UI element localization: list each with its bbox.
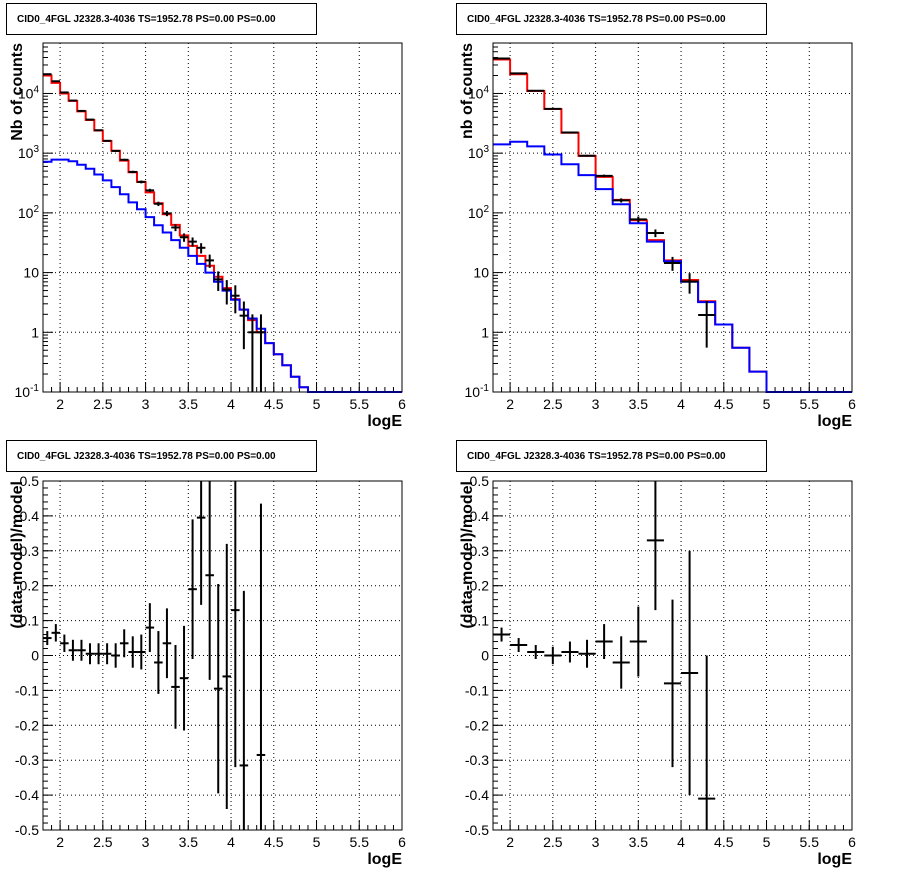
x-tick-label: 2 bbox=[56, 834, 64, 850]
x-tick-label: 6 bbox=[848, 834, 856, 850]
x-tick-label: 2.5 bbox=[93, 834, 113, 850]
x-tick-label: 3.5 bbox=[179, 834, 199, 850]
x-tick-label: 3.5 bbox=[179, 396, 199, 412]
x-axis-label: logE bbox=[817, 851, 852, 868]
y-tick-label: 0.3 bbox=[20, 543, 40, 559]
y-tick-label: 103 bbox=[468, 144, 490, 161]
y-tick-label: -0.4 bbox=[15, 787, 39, 803]
grid-lines bbox=[43, 43, 402, 392]
grid-lines bbox=[493, 43, 852, 392]
y-tick-label: 0 bbox=[31, 648, 39, 664]
y-axis-label: (data-model)/model bbox=[459, 481, 476, 629]
y-tick-label: 0.5 bbox=[20, 473, 40, 489]
x-tick-label: 5 bbox=[313, 834, 321, 850]
x-tick-label: 4.5 bbox=[714, 834, 734, 850]
x-tick-label: 3 bbox=[592, 396, 600, 412]
x-tick-label: 4 bbox=[227, 396, 235, 412]
x-tick-label: 5.5 bbox=[350, 396, 370, 412]
x-tick-label: 3 bbox=[592, 834, 600, 850]
x-tick-label: 3 bbox=[142, 396, 150, 412]
x-tick-label: 3.5 bbox=[629, 834, 649, 850]
x-tick-label: 5.5 bbox=[350, 834, 370, 850]
x-tick-label: 5 bbox=[763, 396, 771, 412]
x-tick-label: 5.5 bbox=[800, 396, 820, 412]
x-tick-label: 2 bbox=[56, 396, 64, 412]
x-tick-label: 5.5 bbox=[800, 834, 820, 850]
x-tick-label: 4.5 bbox=[264, 834, 284, 850]
model-total-line bbox=[43, 74, 402, 393]
y-axis-label: Nb of counts bbox=[9, 43, 26, 141]
y-tick-label: 10-1 bbox=[465, 383, 490, 400]
x-tick-label: 4.5 bbox=[264, 396, 284, 412]
y-tick-label: 0.2 bbox=[470, 578, 490, 594]
plot-frame bbox=[42, 42, 403, 393]
x-tick-label: 2.5 bbox=[543, 396, 563, 412]
y-tick-label: 0.4 bbox=[470, 508, 490, 524]
y-tick-label: 1 bbox=[31, 324, 39, 340]
y-axis-label: nb of counts bbox=[459, 43, 476, 139]
y-tick-label: 0.5 bbox=[470, 473, 490, 489]
chart-title: CID0_4FGL J2328.3-4036 TS=1952.78 PS=0.0… bbox=[456, 440, 767, 472]
x-tick-label: 4 bbox=[227, 834, 235, 850]
x-axis-label: logE bbox=[817, 413, 852, 430]
y-tick-label: -0.3 bbox=[15, 752, 39, 768]
y-tick-label: -0.4 bbox=[465, 787, 489, 803]
y-tick-label: 0.3 bbox=[470, 543, 490, 559]
y-tick-label: 0.2 bbox=[20, 578, 40, 594]
x-tick-label: 3.5 bbox=[629, 396, 649, 412]
model-background-line bbox=[493, 140, 852, 393]
y-tick-label: 1 bbox=[481, 324, 489, 340]
x-tick-label: 4.5 bbox=[714, 396, 734, 412]
x-tick-label: 5 bbox=[313, 396, 321, 412]
grid-lines bbox=[43, 481, 402, 830]
chart-title: CID0_4FGL J2328.3-4036 TS=1952.78 PS=0.0… bbox=[6, 440, 317, 472]
y-tick-label: 0.4 bbox=[20, 508, 40, 524]
x-tick-label: 6 bbox=[398, 834, 406, 850]
y-tick-label: -0.1 bbox=[15, 682, 39, 698]
y-tick-label: 10-1 bbox=[15, 383, 40, 400]
x-tick-label: 2 bbox=[506, 396, 514, 412]
x-tick-label: 4 bbox=[677, 396, 685, 412]
x-tick-label: 3 bbox=[142, 834, 150, 850]
y-tick-label: 0.1 bbox=[470, 613, 490, 629]
y-tick-label: -0.2 bbox=[465, 717, 489, 733]
y-tick-label: -0.1 bbox=[465, 682, 489, 698]
x-tick-label: 2.5 bbox=[93, 396, 113, 412]
y-tick-label: 10 bbox=[473, 265, 489, 281]
chart-title: CID0_4FGL J2328.3-4036 TS=1952.78 PS=0.0… bbox=[456, 3, 767, 35]
x-tick-label: 6 bbox=[848, 396, 856, 412]
x-axis-label: logE bbox=[367, 413, 402, 430]
y-tick-label: 102 bbox=[468, 204, 490, 221]
plot-frame bbox=[42, 480, 403, 831]
plot-frame bbox=[492, 480, 853, 831]
x-tick-label: 6 bbox=[398, 396, 406, 412]
y-axis-label: (data-model)/model bbox=[9, 481, 26, 629]
y-tick-label: 104 bbox=[468, 84, 490, 101]
y-tick-label: 104 bbox=[18, 84, 40, 101]
x-tick-label: 4 bbox=[677, 834, 685, 850]
x-tick-label: 2 bbox=[506, 834, 514, 850]
x-axis-label: logE bbox=[367, 851, 402, 868]
plot-frame bbox=[492, 42, 853, 393]
y-tick-label: 103 bbox=[18, 144, 40, 161]
x-tick-label: 2.5 bbox=[543, 834, 563, 850]
model-background-line bbox=[43, 158, 402, 393]
y-tick-label: -0.2 bbox=[15, 717, 39, 733]
y-tick-label: -0.5 bbox=[465, 822, 489, 838]
y-tick-label: 10 bbox=[23, 265, 39, 281]
y-tick-label: -0.5 bbox=[15, 822, 39, 838]
y-tick-label: 102 bbox=[18, 204, 40, 221]
y-tick-label: 0 bbox=[481, 648, 489, 664]
y-tick-label: -0.3 bbox=[465, 752, 489, 768]
y-tick-label: 0.1 bbox=[20, 613, 40, 629]
chart-title: CID0_4FGL J2328.3-4036 TS=1952.78 PS=0.0… bbox=[6, 3, 317, 35]
x-tick-label: 5 bbox=[763, 834, 771, 850]
